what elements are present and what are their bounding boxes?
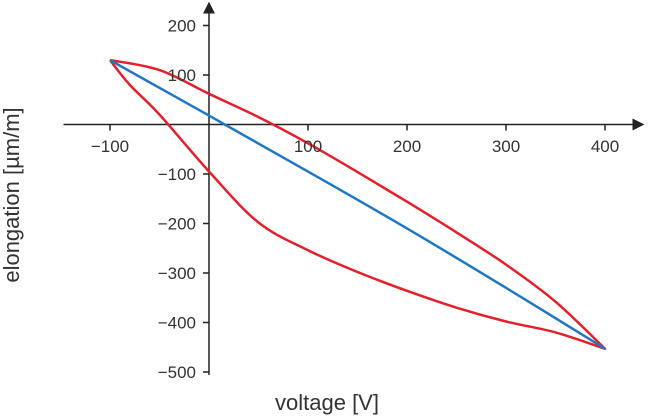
x-tick-label: 300: [492, 137, 520, 156]
x-axis-title: voltage [V]: [275, 390, 379, 415]
x-tick-label: −100: [91, 137, 129, 156]
tick-labels: −100 100 200 300 400 200 100 −100 −200 −300 −400 −5…: [91, 17, 619, 383]
y-tick-label: 100: [168, 66, 196, 85]
x-tick-label: 200: [393, 137, 421, 156]
linear-fit-line: [109, 59, 606, 350]
y-tick-label: −200: [158, 215, 196, 234]
y-tick-label: −400: [158, 314, 196, 333]
y-tick-label: 200: [168, 17, 196, 36]
series-layer: [109, 58, 607, 350]
y-tick-label: −500: [158, 363, 196, 382]
axes: [63, 1, 645, 375]
hysteresis-loop-line: [109, 58, 607, 350]
y-axis-title: elongation [µm/m]: [0, 107, 24, 282]
y-tick-label: −300: [158, 264, 196, 283]
x-tick-label: 100: [294, 137, 322, 156]
x-tick-label: 400: [591, 137, 619, 156]
y-tick-label: −100: [158, 165, 196, 184]
